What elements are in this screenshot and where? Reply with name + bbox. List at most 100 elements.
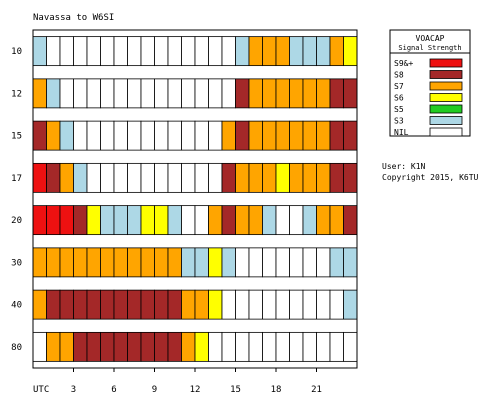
cell-10-h19 [289,36,304,67]
cell-17-h18 [275,162,290,193]
cell-20-h14 [221,205,236,236]
cell-20-h10 [167,205,182,236]
cell-17-h17 [262,162,277,193]
cell-12-h15 [235,78,250,109]
legend-entries: S9&+ S8 S7 S6 S5 S3 NIL [394,58,463,137]
legend-swatch [429,116,463,125]
legend-swatch [429,127,463,137]
legend-swatch [429,81,463,91]
cell-20-h19 [289,205,304,236]
cell-15-h13 [208,120,223,151]
cell-30-h14 [221,247,236,278]
cell-80-h3 [73,331,88,362]
cell-80-h8 [140,331,155,362]
cell-40-h10 [167,289,182,320]
cell-15-h15 [235,120,250,151]
band-label-12: 12 [11,89,22,99]
cell-30-h15 [235,247,250,278]
cell-17-h9 [154,162,169,193]
legend-label: S9&+ [394,59,413,68]
cell-15-h17 [262,120,277,151]
x-tick-label-6: 6 [111,385,116,395]
cell-30-h2 [59,247,74,278]
legend-title-line2: Signal Strength [398,44,461,52]
cell-80-h15 [235,331,250,362]
x-tick-label-15: 15 [230,385,241,395]
cell-15-h18 [275,120,290,151]
cell-12-h7 [127,78,142,109]
cell-12-h3 [73,78,88,109]
legend-swatch [429,70,463,79]
cell-30-h18 [275,247,290,278]
cell-17-h13 [208,162,223,193]
cell-40-h8 [140,289,155,320]
band-label-30: 30 [11,258,22,268]
cell-17-h6 [113,162,128,193]
legend-entry-S6: S6 [394,93,463,103]
cell-12-h9 [154,78,169,109]
legend-label: NIL [394,128,409,137]
cell-80-h17 [262,331,277,362]
cell-40-h19 [289,289,304,320]
cell-15-h20 [302,120,317,151]
cell-20-h3 [73,205,88,236]
cell-15-h11 [181,120,196,151]
legend-title-line1: VOACAP [416,34,445,43]
cell-17-h23 [343,162,358,193]
cell-30-h5 [100,247,115,278]
cell-10-h11 [181,36,196,67]
band-row-12 [32,78,358,109]
cell-17-h21 [316,162,331,193]
cell-80-h1 [46,331,61,362]
cell-30-h21 [316,247,331,278]
cell-40-h7 [127,289,142,320]
cell-12-h4 [86,78,101,109]
cell-12-h1 [46,78,61,109]
cell-12-h18 [275,78,290,109]
cell-17-h15 [235,162,250,193]
bands-layer [32,36,358,362]
cell-17-h10 [167,162,182,193]
cell-15-h4 [86,120,101,151]
cell-40-h17 [262,289,277,320]
cell-30-h10 [167,247,182,278]
cell-15-h9 [154,120,169,151]
cell-20-h11 [181,205,196,236]
cell-10-h1 [46,36,61,67]
cell-80-h21 [316,331,331,362]
legend-swatch [429,104,463,114]
legend-entry-S7: S7 [394,81,463,91]
cell-12-h5 [100,78,115,109]
cell-80-h4 [86,331,101,362]
cell-30-h1 [46,247,61,278]
cell-80-h19 [289,331,304,362]
cell-30-h19 [289,247,304,278]
cell-10-h14 [221,36,236,67]
cell-40-h14 [221,289,236,320]
cell-40-h11 [181,289,196,320]
cell-15-h10 [167,120,182,151]
band-row-15 [32,120,358,151]
cell-80-h12 [194,331,209,362]
band-row-20 [32,205,358,236]
cell-15-h8 [140,120,155,151]
cell-30-h9 [154,247,169,278]
cell-20-h18 [275,205,290,236]
legend-label: S5 [394,105,404,114]
cell-17-h19 [289,162,304,193]
cell-17-h1 [46,162,61,193]
cell-30-h16 [248,247,263,278]
cell-20-h20 [302,205,317,236]
cell-12-h23 [343,78,358,109]
cell-80-h7 [127,331,142,362]
cell-12-h20 [302,78,317,109]
cell-80-h18 [275,331,290,362]
cell-15-h12 [194,120,209,151]
cell-15-h16 [248,120,263,151]
legend-label: S8 [394,71,404,80]
cell-40-h15 [235,289,250,320]
cell-40-h22 [329,289,344,320]
cell-10-h18 [275,36,290,67]
cell-40-h4 [86,289,101,320]
